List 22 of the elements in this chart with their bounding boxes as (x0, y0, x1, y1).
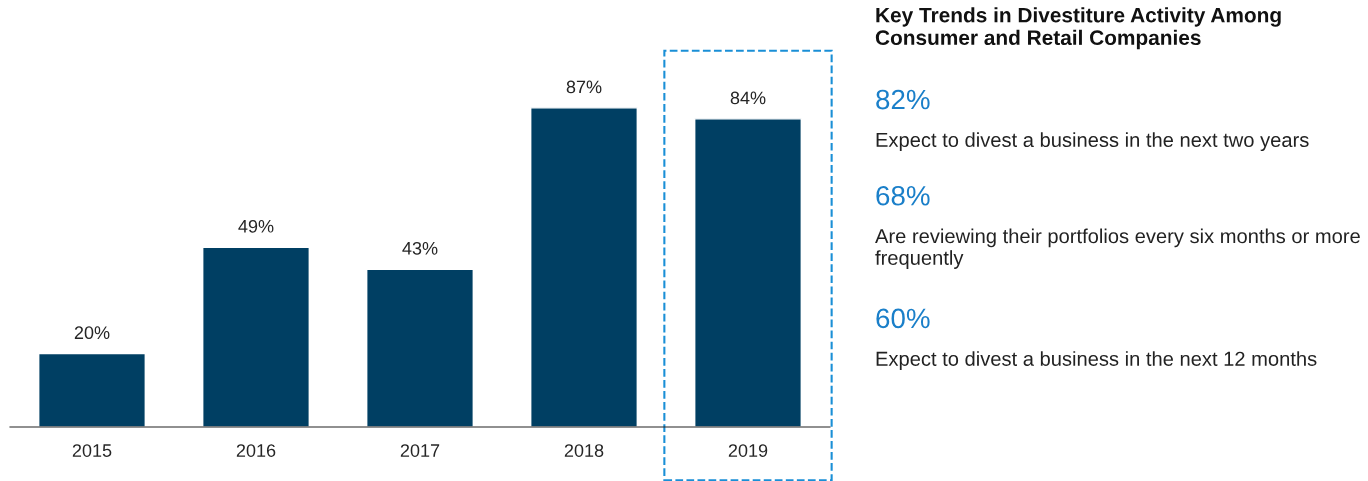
data-label: 84% (730, 91, 766, 105)
bar (366, 268, 474, 427)
text: 68% (876, 185, 930, 206)
text: Are reviewing their portfolios every six months or more frequently (875, 228, 1360, 269)
bar (530, 107, 638, 427)
data-label: 43% (402, 241, 438, 255)
text: 60% (876, 308, 930, 329)
data-label: 87% (566, 80, 602, 94)
x-tick-label: 2018 (564, 444, 604, 457)
text: 82% (876, 89, 930, 110)
bar (202, 246, 310, 427)
x-tick-label: 2019 (728, 444, 768, 457)
x-tick-label: 2017 (400, 444, 440, 457)
text: Key Trends in Divestiture Activity Among Consumer and Retail Companies (875, 7, 1281, 50)
data-label: 20% (74, 326, 110, 340)
bar (38, 352, 146, 427)
x-tick-label: 2016 (236, 444, 276, 457)
text: Expect to divest a business in the next 12 months (876, 351, 1317, 370)
x-tick-label: 2015 (72, 444, 112, 457)
bar (694, 118, 802, 427)
text: Expect to divest a business in the next two years (876, 132, 1309, 152)
data-label: 49% (238, 219, 274, 233)
